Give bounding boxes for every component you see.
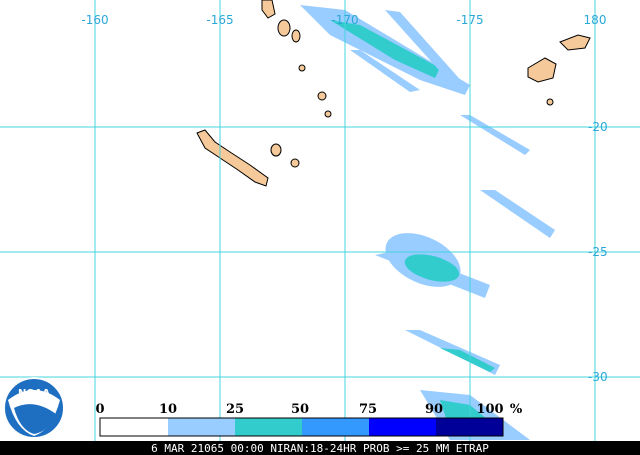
legend-label: 50 <box>291 402 309 417</box>
land <box>196 0 591 187</box>
logo-text: NOAA <box>18 388 50 399</box>
lon-label: -160 <box>81 13 108 27</box>
lon-labels: -160 -165 -170 -175 180 <box>81 13 606 27</box>
legend-label: 25 <box>226 402 244 417</box>
colorbar: 0 10 25 50 75 90 100 % <box>95 402 523 437</box>
legend-label: 0 <box>95 402 104 417</box>
lat-labels: -20 -25 -30 <box>588 120 608 384</box>
legend-label: 10 <box>159 402 177 417</box>
lon-label: -175 <box>456 13 483 27</box>
legend-unit: % <box>510 402 523 417</box>
legend-label: 100 <box>476 402 503 417</box>
legend-label: 90 <box>425 402 443 417</box>
footer-text: 6 MAR 21065 00:00 NIRAN:18-24HR PROB >= … <box>151 442 489 455</box>
graticule <box>0 0 640 441</box>
legend-label: 75 <box>359 402 377 417</box>
lat-label: -25 <box>588 245 608 259</box>
footer-bar <box>0 441 640 455</box>
lat-label: -20 <box>588 120 608 134</box>
lat-label: -30 <box>588 370 608 384</box>
lon-label: 180 <box>584 13 607 27</box>
lon-label: -170 <box>331 13 358 27</box>
lon-label: -165 <box>206 13 233 27</box>
noaa-logo: NOAA <box>3 377 65 439</box>
